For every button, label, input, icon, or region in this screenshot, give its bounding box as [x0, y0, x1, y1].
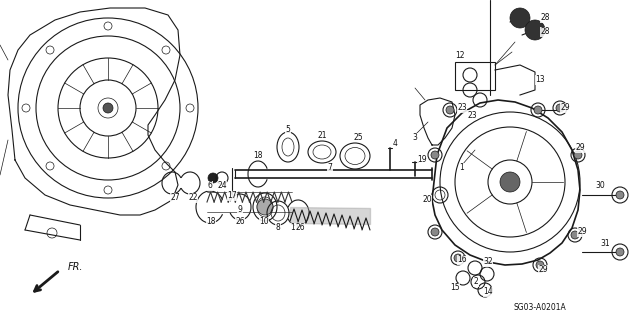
Text: 27: 27 [170, 194, 180, 203]
Text: 4: 4 [392, 138, 397, 147]
Circle shape [525, 20, 545, 40]
Circle shape [257, 199, 273, 215]
Circle shape [500, 172, 520, 192]
Text: 14: 14 [483, 287, 493, 296]
Circle shape [556, 104, 564, 112]
Text: 18: 18 [206, 218, 216, 226]
Circle shape [510, 8, 530, 28]
Text: 13: 13 [535, 76, 545, 85]
Text: 28: 28 [540, 13, 550, 23]
Text: 5: 5 [285, 125, 291, 135]
Circle shape [454, 254, 462, 262]
Text: 23: 23 [457, 103, 467, 113]
Text: 22: 22 [188, 194, 198, 203]
Text: 16: 16 [457, 256, 467, 264]
Text: 11: 11 [291, 224, 300, 233]
Text: 28: 28 [540, 27, 550, 36]
Text: 31: 31 [600, 239, 610, 248]
Circle shape [431, 228, 439, 236]
Text: 23: 23 [467, 110, 477, 120]
Text: 20: 20 [422, 196, 432, 204]
Text: 19: 19 [417, 155, 427, 165]
Text: 30: 30 [595, 182, 605, 190]
Circle shape [616, 191, 624, 199]
Circle shape [571, 231, 579, 239]
Text: 29: 29 [560, 103, 570, 113]
Text: FR.: FR. [68, 262, 83, 272]
Circle shape [616, 248, 624, 256]
Circle shape [536, 261, 544, 269]
Bar [455, 62, 495, 90]
Text: 24: 24 [217, 182, 227, 190]
Text: 26: 26 [235, 218, 245, 226]
Circle shape [103, 103, 113, 113]
Text: 15: 15 [450, 284, 460, 293]
Text: 18: 18 [253, 151, 263, 160]
Text: 3: 3 [413, 133, 417, 143]
Text: 29: 29 [538, 265, 548, 275]
Circle shape [574, 151, 582, 159]
Text: 29: 29 [575, 144, 585, 152]
Text: 6: 6 [207, 182, 212, 190]
Text: 17: 17 [227, 191, 237, 201]
Circle shape [534, 106, 542, 114]
Circle shape [208, 173, 218, 183]
Text: 10: 10 [259, 218, 269, 226]
Text: SG03-A0201A: SG03-A0201A [514, 302, 566, 311]
Text: 29: 29 [577, 227, 587, 236]
Text: 7: 7 [328, 164, 332, 173]
Circle shape [431, 151, 439, 159]
Text: 2: 2 [474, 278, 478, 286]
Text: 32: 32 [483, 257, 493, 266]
Text: 21: 21 [317, 130, 327, 139]
Text: 8: 8 [276, 224, 280, 233]
Text: 1: 1 [460, 164, 465, 173]
Text: 9: 9 [237, 205, 243, 214]
Circle shape [446, 106, 454, 114]
Text: 25: 25 [353, 132, 363, 142]
Text: 26: 26 [295, 224, 305, 233]
Text: 12: 12 [455, 50, 465, 60]
